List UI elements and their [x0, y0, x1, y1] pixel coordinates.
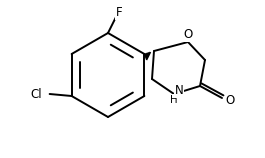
Text: Cl: Cl — [30, 88, 42, 100]
Text: O: O — [225, 94, 235, 106]
Text: N: N — [175, 85, 183, 97]
Text: H: H — [170, 95, 178, 105]
Text: F: F — [116, 6, 122, 19]
Text: O: O — [183, 28, 193, 42]
